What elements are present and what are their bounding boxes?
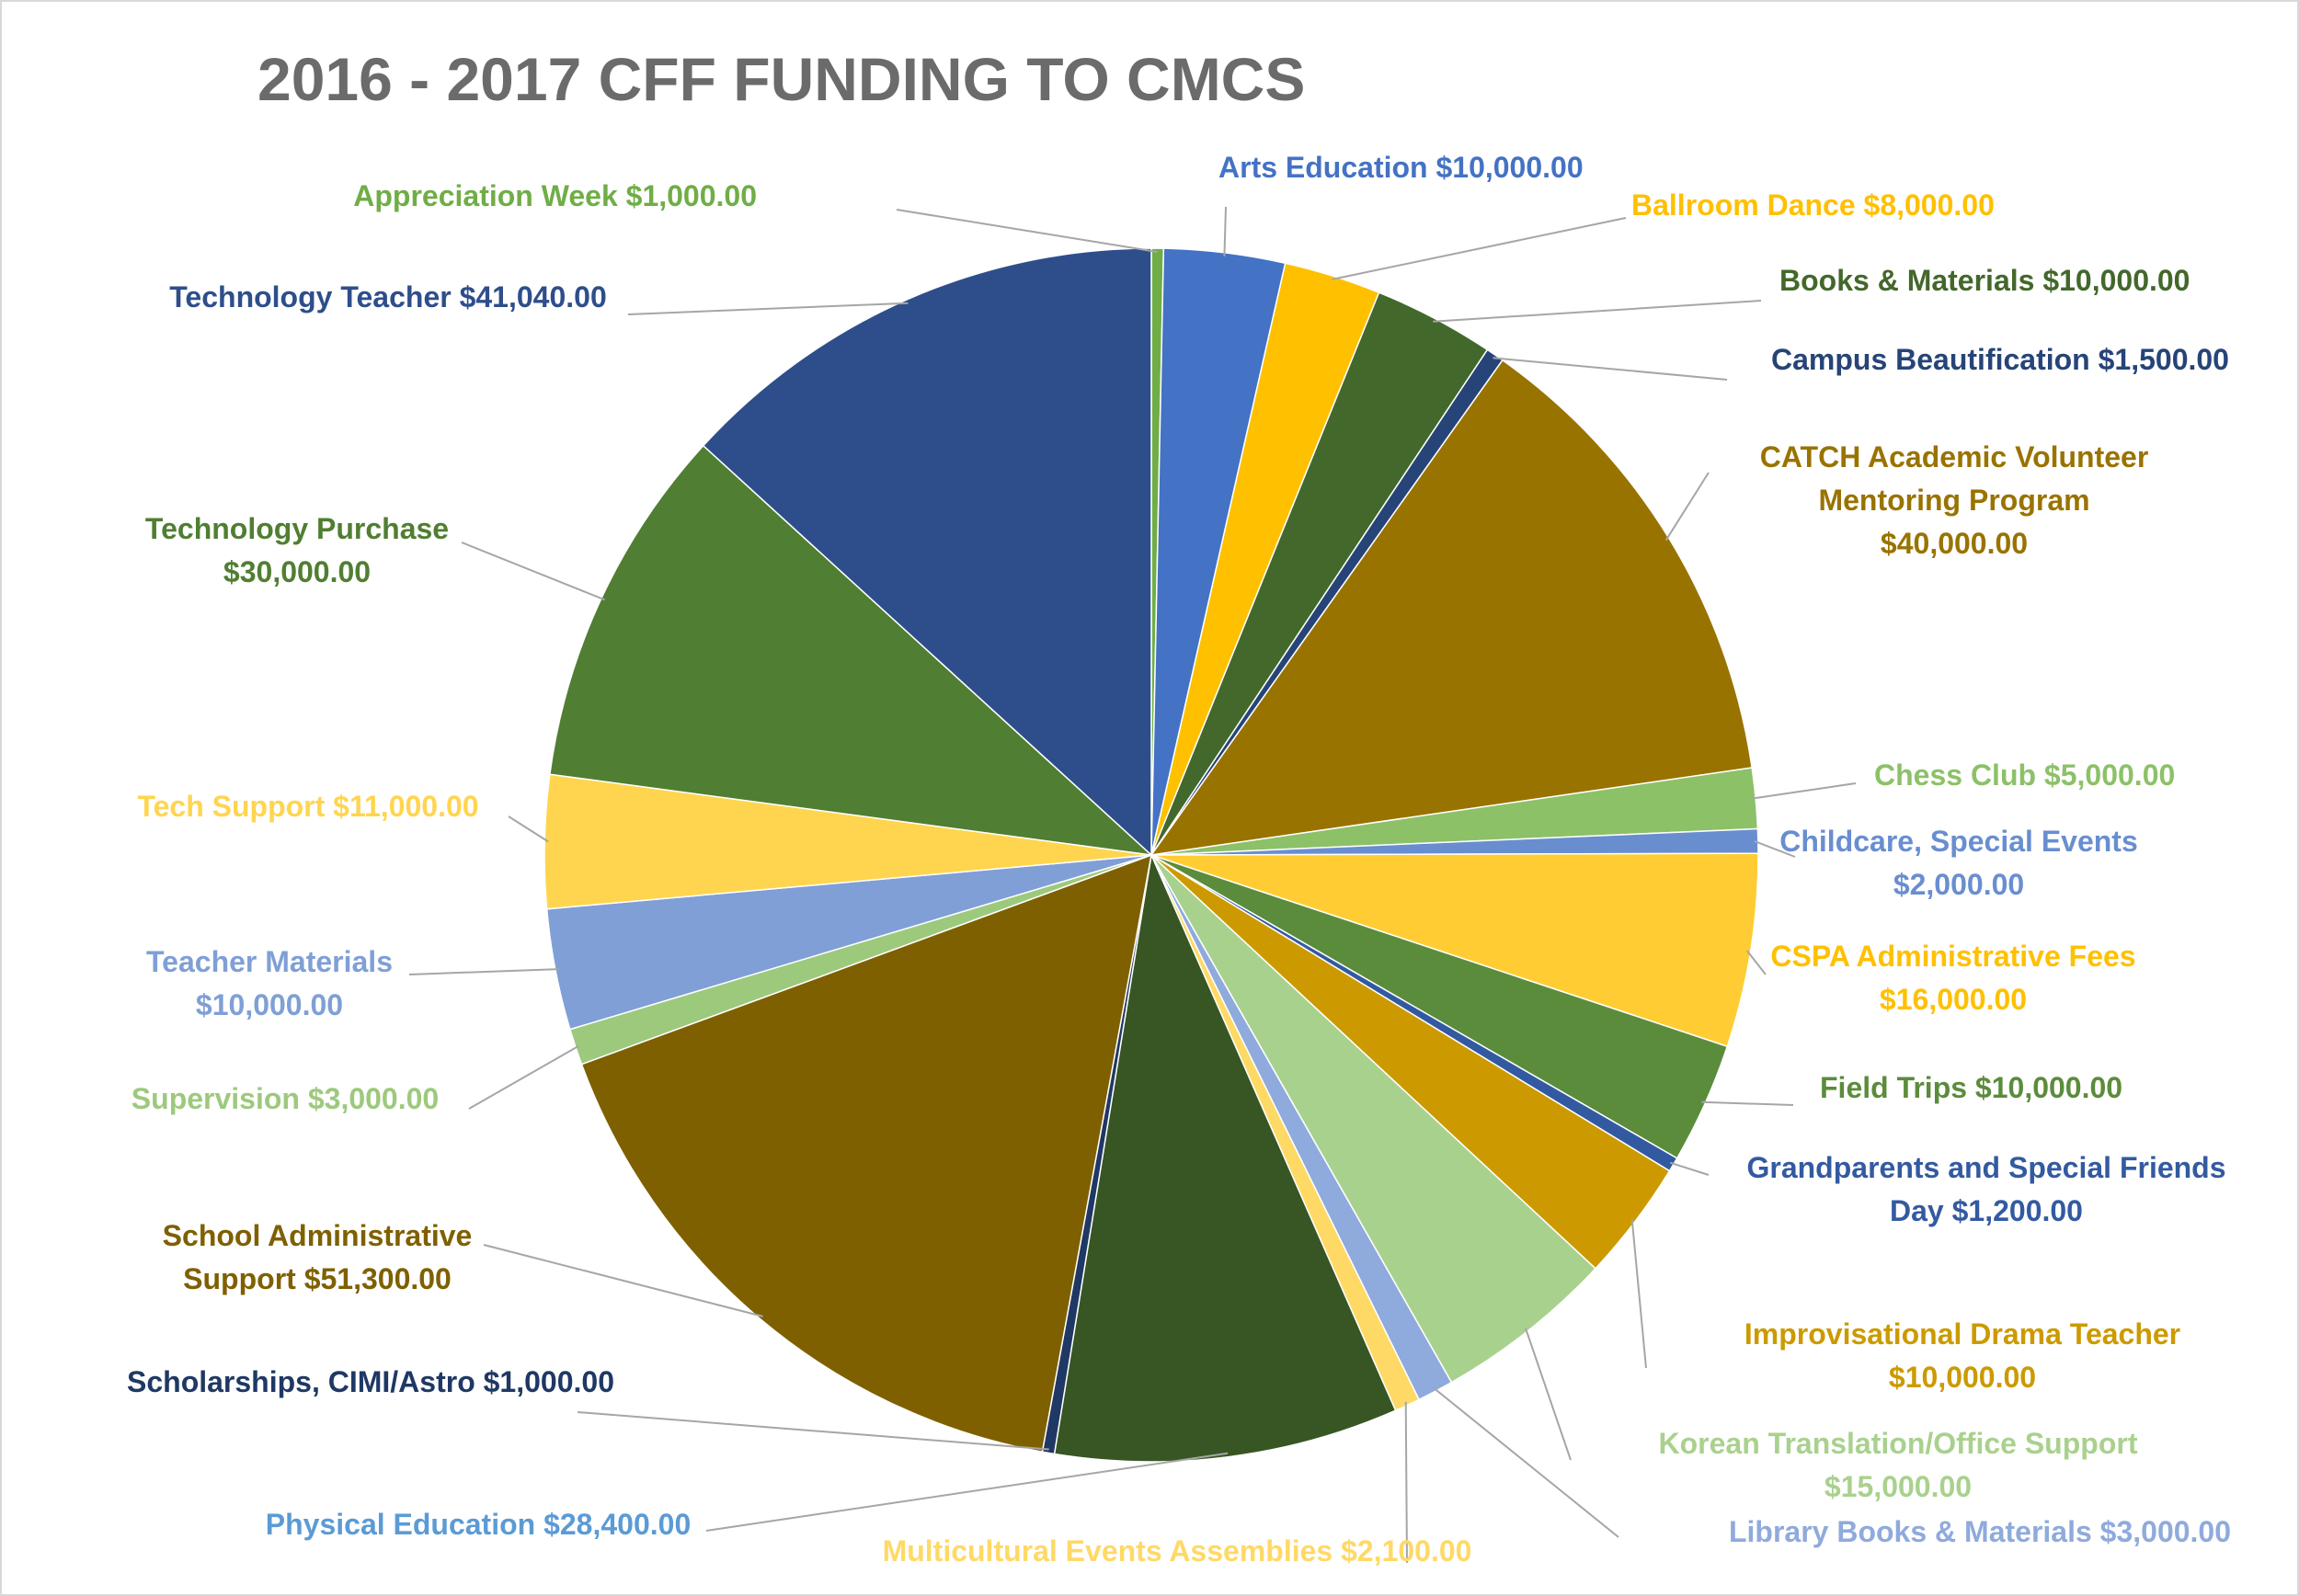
data-label-line: Mentoring Program: [1818, 484, 2089, 517]
data-label-line: Grandparents and Special Friends: [1746, 1151, 2225, 1184]
pie-slice-9: [1150, 852, 1759, 1048]
pie-slices: [543, 247, 1759, 1463]
leader-line-8: [1754, 839, 1796, 858]
data-label-4: Books & Materials $10,000.00: [1779, 264, 2190, 297]
data-label-16: Physical Education $28,400.00: [266, 1508, 691, 1541]
data-label-10: Field Trips $10,000.00: [1820, 1071, 2122, 1104]
data-label-line: $15,000.00: [1824, 1470, 1972, 1503]
leader-line-20: [408, 968, 559, 975]
data-label-21: Tech Support $11,000.00: [137, 790, 478, 823]
leader-line-10: [1701, 1100, 1794, 1106]
leader-line-17: [577, 1411, 1049, 1451]
data-label-line: Multicultural Events Assemblies $2,100.0…: [883, 1534, 1472, 1568]
data-label-line: Technology Teacher $41,040.00: [169, 280, 606, 314]
data-label-line: Physical Education $28,400.00: [266, 1508, 691, 1541]
leader-lines: [408, 206, 1857, 1564]
data-labels: Appreciation Week $1,000.00 Arts Educatio…: [127, 151, 2231, 1568]
data-label-23: Technology Teacher $41,040.00: [169, 280, 606, 314]
leader-line-7: [1751, 782, 1857, 800]
data-label-3: Ballroom Dance $8,000.00: [1631, 188, 1995, 222]
data-label-14: Library Books & Materials $3,000.00: [1729, 1515, 2231, 1548]
leader-line-3: [1331, 217, 1627, 280]
pie-slice-16: [1053, 852, 1397, 1463]
leader-line-18: [483, 1244, 763, 1317]
data-label-line: Teacher Materials: [146, 945, 393, 978]
data-label-line: Appreciation Week $1,000.00: [353, 179, 757, 212]
leader-line-9: [1745, 950, 1767, 975]
leader-line-19: [468, 1044, 580, 1110]
data-label-line: $16,000.00: [1880, 983, 2027, 1016]
data-label-17: Scholarships, CIMI/Astro $1,000.00: [127, 1365, 614, 1398]
data-label-line: Arts Education $10,000.00: [1218, 151, 1584, 184]
data-label-1: Appreciation Week $1,000.00: [353, 179, 757, 212]
data-label-13: Korean Translation/Office Support $15,000…: [1659, 1427, 2138, 1503]
data-label-line: Childcare, Special Events: [1779, 825, 2138, 858]
data-label-line: Ballroom Dance $8,000.00: [1631, 188, 1995, 222]
pie-slice-18: [580, 853, 1152, 1454]
data-label-8: Childcare, Special Events $2,000.00: [1779, 825, 2138, 901]
leader-line-12: [1630, 1219, 1647, 1369]
data-label-22: Technology Purchase $30,000.00: [145, 512, 449, 588]
data-label-line: Chess Club $5,000.00: [1874, 758, 2175, 792]
pie-slice-23: [702, 247, 1152, 857]
data-label-15: Multicultural Events Assemblies $2,100.0…: [883, 1534, 1472, 1568]
leader-line-21: [508, 815, 549, 843]
data-label-2: Arts Education $10,000.00: [1218, 151, 1584, 184]
data-label-19: Supervision $3,000.00: [132, 1082, 439, 1115]
pie-slice-6: [1150, 359, 1753, 856]
data-label-line: $40,000.00: [1881, 527, 2028, 560]
data-label-line: Supervision $3,000.00: [132, 1082, 439, 1115]
data-label-9: CSPA Administrative Fees $16,000.00: [1770, 940, 2135, 1016]
data-label-line: Technology Purchase: [145, 512, 449, 545]
data-label-line: $2,000.00: [1893, 868, 2024, 901]
data-label-line: $10,000.00: [196, 988, 343, 1021]
data-label-line: School Administrative: [163, 1219, 473, 1252]
data-label-7: Chess Club $5,000.00: [1874, 758, 2175, 792]
leader-line-6: [1664, 472, 1710, 542]
leader-line-13: [1524, 1328, 1572, 1461]
data-label-line: CATCH Academic Volunteer: [1760, 440, 2149, 473]
data-label-6: CATCH Academic Volunteer Mentoring Progra…: [1760, 440, 2149, 560]
data-label-12: Improvisational Drama Teacher $10,000.00: [1744, 1317, 2180, 1394]
data-label-line: Day $1,200.00: [1890, 1194, 2083, 1227]
data-label-11: Grandparents and Special Friends Day $1,2…: [1746, 1151, 2225, 1227]
data-label-line: Support $51,300.00: [183, 1262, 452, 1295]
data-label-5: Campus Beautification $1,500.00: [1771, 343, 2229, 376]
chart-title: 2016 - 2017 CFF FUNDING TO CMCS: [257, 45, 1306, 113]
data-label-line: $10,000.00: [1889, 1361, 2036, 1394]
data-label-line: Korean Translation/Office Support: [1659, 1427, 2138, 1460]
leader-line-11: [1669, 1161, 1710, 1176]
data-label-line: Library Books & Materials $3,000.00: [1729, 1515, 2231, 1548]
leader-line-1: [896, 209, 1158, 253]
data-label-line: Books & Materials $10,000.00: [1779, 264, 2190, 297]
leader-line-23: [627, 302, 909, 315]
pie-slice-13: [1150, 854, 1597, 1384]
leader-line-5: [1493, 357, 1728, 381]
data-label-20: Teacher Materials $10,000.00: [146, 945, 393, 1021]
data-label-line: Improvisational Drama Teacher: [1744, 1317, 2180, 1351]
data-label-line: Campus Beautification $1,500.00: [1771, 343, 2229, 376]
data-label-line: CSPA Administrative Fees: [1770, 940, 2135, 973]
data-label-line: Scholarships, CIMI/Astro $1,000.00: [127, 1365, 614, 1398]
leader-line-22: [461, 542, 605, 601]
leader-line-16: [705, 1452, 1229, 1532]
data-label-line: Field Trips $10,000.00: [1820, 1071, 2122, 1104]
leader-line-15: [1404, 1401, 1408, 1564]
leader-line-4: [1433, 300, 1762, 323]
leader-line-14: [1433, 1386, 1619, 1538]
leader-line-2: [1223, 206, 1227, 256]
data-label-line: Tech Support $11,000.00: [137, 790, 478, 823]
data-label-18: School Administrative Support $51,300.00: [163, 1219, 473, 1295]
data-label-line: $30,000.00: [223, 555, 371, 588]
